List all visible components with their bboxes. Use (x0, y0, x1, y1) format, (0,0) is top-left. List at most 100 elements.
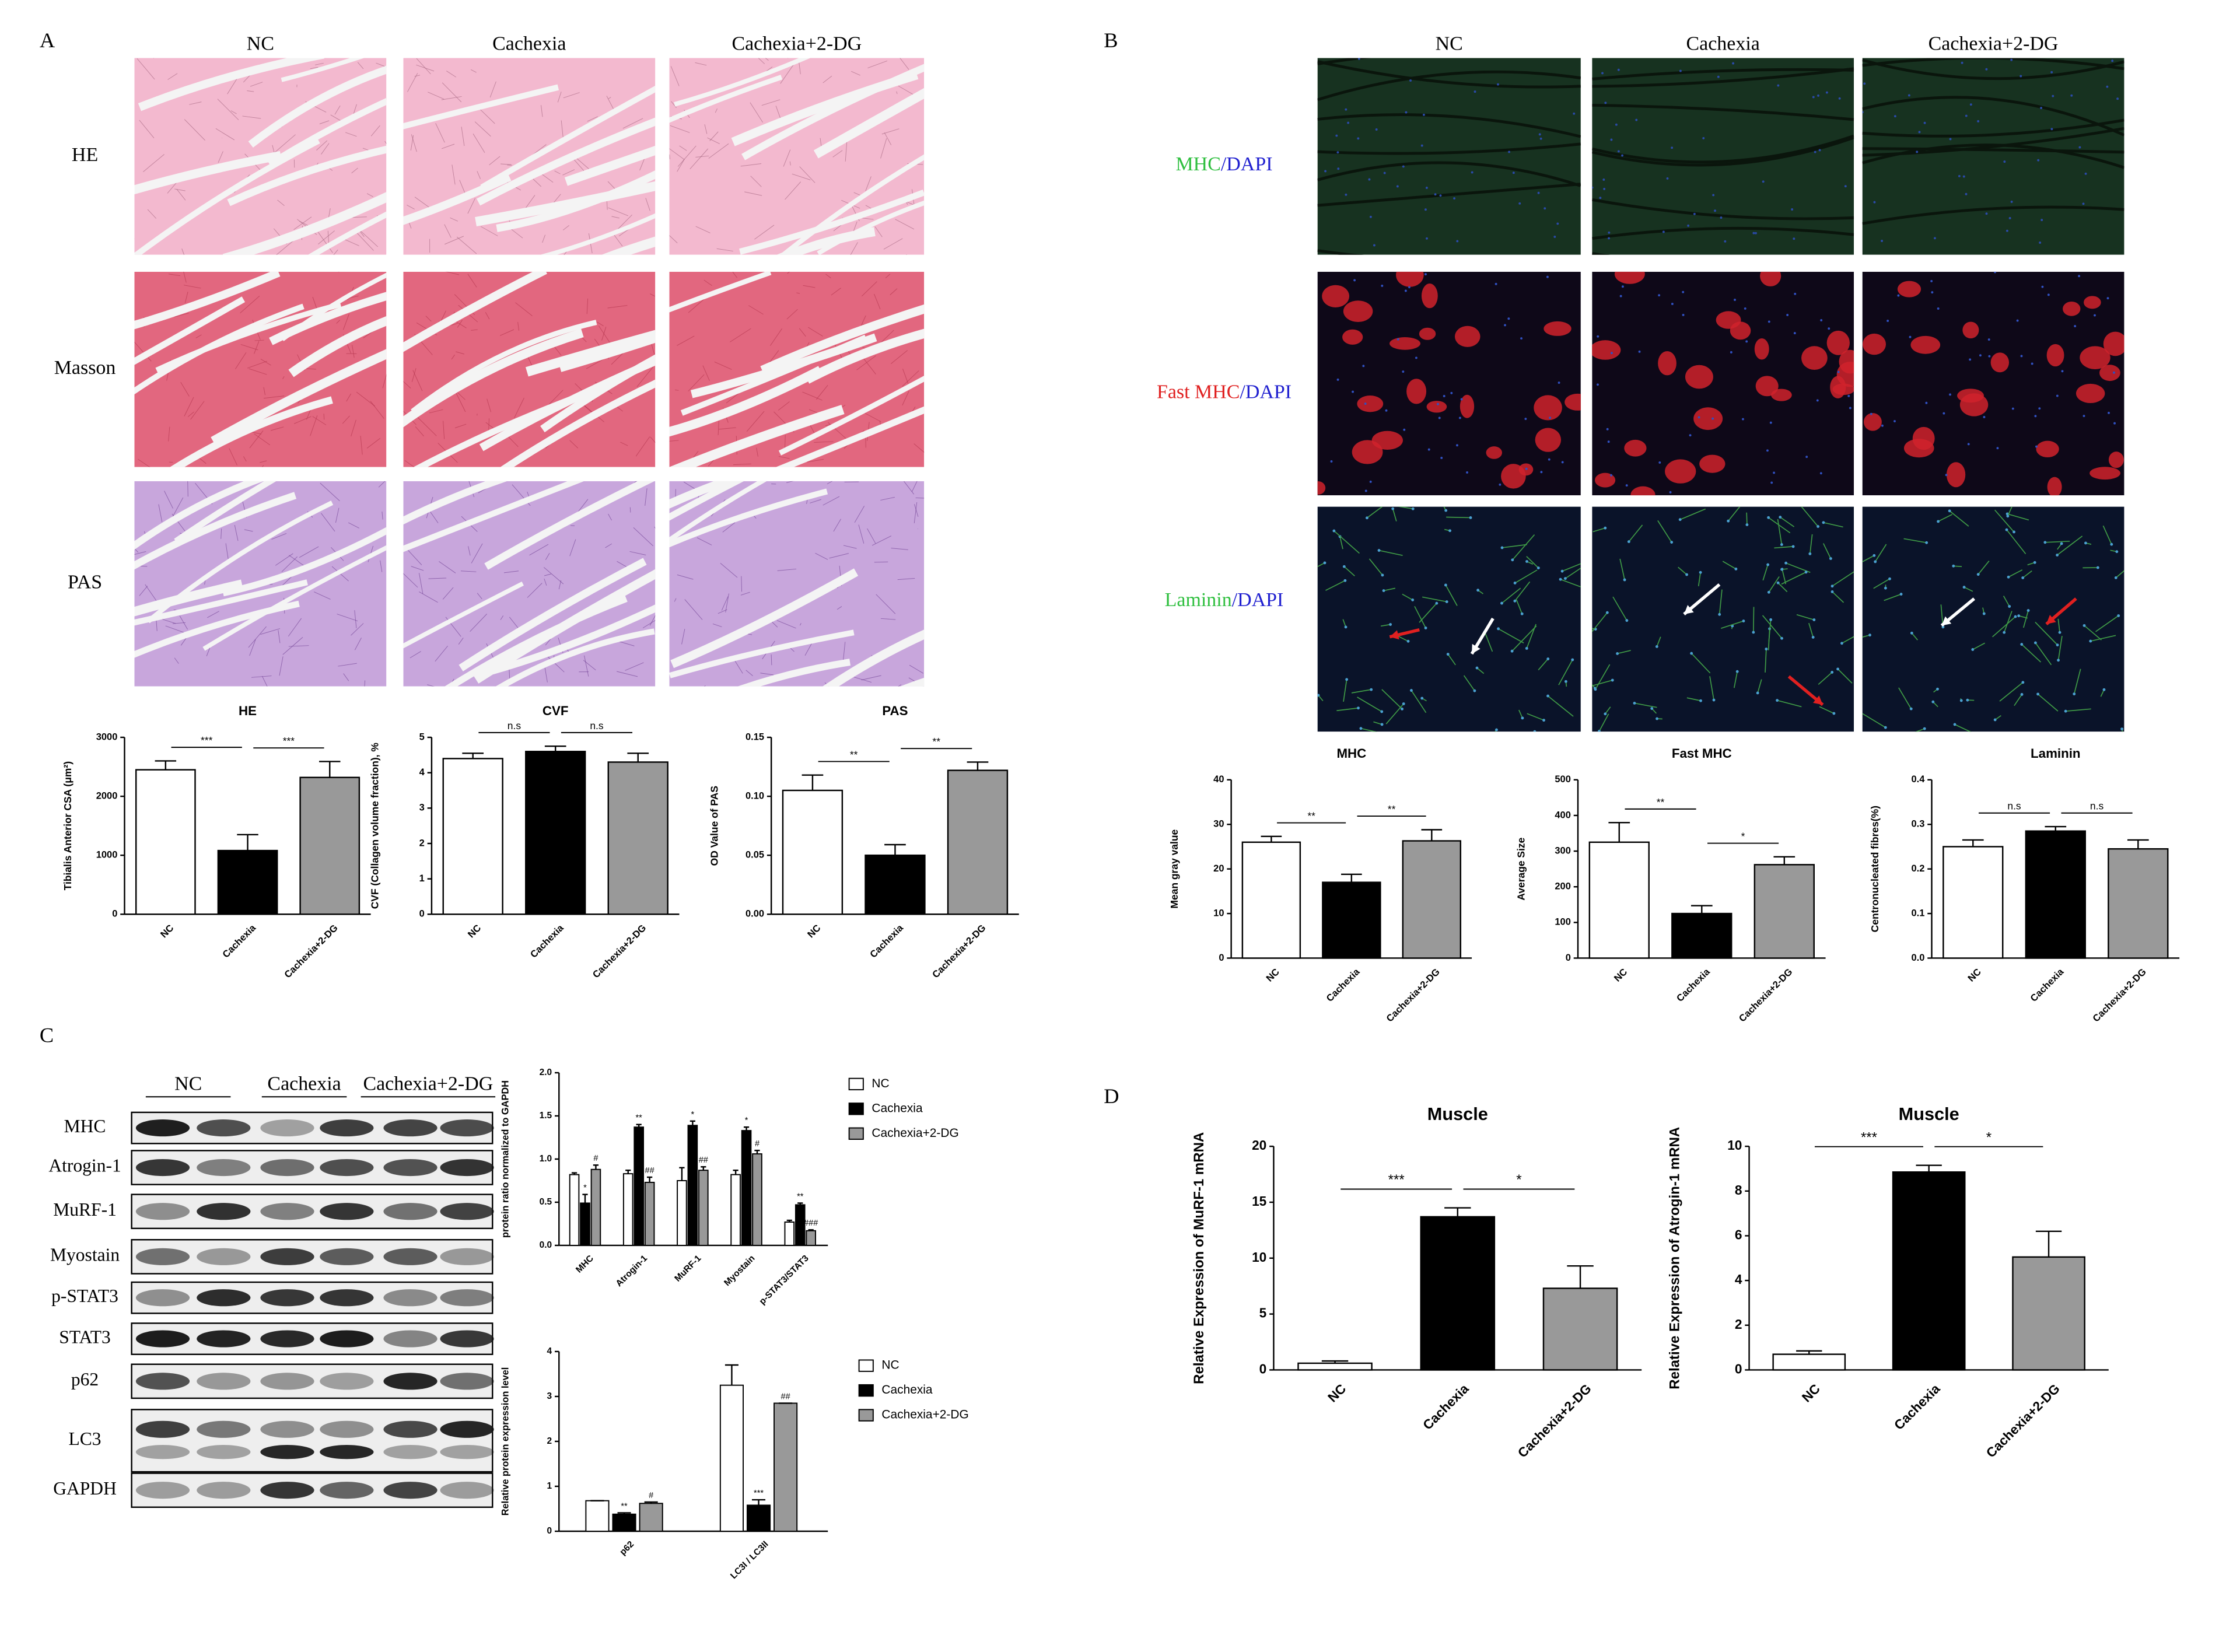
nucleus (2096, 566, 2099, 569)
fiber-border (642, 620, 656, 628)
nucleus (1818, 149, 1821, 152)
laminin (1339, 536, 1343, 550)
fiber-border (677, 145, 696, 167)
fiber-edge (1592, 252, 1610, 255)
fiber-border (799, 328, 806, 337)
fiber-border (317, 232, 333, 253)
fiber-border (867, 528, 876, 544)
bar (639, 1503, 663, 1532)
nucleus (2020, 643, 2024, 646)
nucleus (1608, 231, 1611, 234)
nucleus (1347, 121, 1350, 124)
fiber-border (911, 481, 918, 492)
fiber-border (250, 82, 263, 87)
fiber-border (696, 537, 712, 545)
laminin (1343, 679, 1348, 702)
laminin (1494, 729, 1497, 732)
chart-title: PAS (882, 704, 908, 718)
fiber-border (271, 533, 287, 540)
fiber-border (787, 271, 790, 274)
tissue-gap (134, 579, 308, 626)
y-tick-label: 40 (1213, 774, 1224, 785)
nucleus (1945, 474, 1948, 477)
nucleus (2021, 576, 2025, 579)
fiber-border (168, 274, 181, 276)
nucleus (1742, 418, 1744, 421)
fiber-border (799, 166, 816, 183)
laminin (1548, 695, 1574, 717)
laminin (1768, 576, 1780, 593)
y-tick-label: 0.10 (746, 790, 764, 801)
fiber-border (629, 551, 646, 556)
nucleus (1385, 409, 1388, 412)
fiber-border (411, 368, 416, 382)
fiber-border (885, 274, 891, 279)
y-axis-label: Relative Expression of MuRF-1 mRNA (1191, 1132, 1207, 1384)
blot-band (260, 1482, 314, 1499)
significance-label: ** (636, 1114, 643, 1123)
fiber-border (718, 609, 727, 614)
laminin (1325, 580, 1346, 591)
bar (612, 1513, 636, 1532)
fiber-border (771, 621, 778, 628)
bar (634, 1126, 644, 1246)
chart-title: CVF (542, 704, 569, 718)
fiber-border (674, 598, 677, 602)
fiber-border (891, 350, 908, 365)
laminin (1678, 566, 1688, 575)
nucleus (1540, 471, 1543, 474)
laminin (1777, 699, 1802, 708)
fast-fiber (1544, 321, 1572, 336)
nucleus (1497, 83, 1499, 86)
fiber-border (243, 456, 247, 462)
y-tick-label: 20 (1213, 863, 1224, 874)
chart-title: MHC (1336, 746, 1366, 761)
fiber-border (720, 562, 738, 578)
protein-label: Atrogin-1 (48, 1156, 121, 1176)
panel-letter: A (40, 29, 55, 52)
fiber-border (914, 504, 919, 517)
tissue-gap (146, 501, 334, 624)
fiber-border (459, 180, 466, 194)
fiber-border (294, 416, 312, 424)
fiber-border (172, 622, 186, 624)
fiber-border (164, 491, 173, 509)
micrograph (1592, 58, 1854, 255)
laminin (2090, 635, 2116, 642)
fiber-edge (1317, 113, 1581, 138)
blot-band (320, 1482, 374, 1499)
nucleus (1438, 416, 1441, 419)
fiber-border (370, 125, 380, 136)
arrow-head (1472, 643, 1480, 654)
blot-band (440, 1482, 494, 1499)
nucleus (1443, 395, 1446, 397)
nucleus (1791, 208, 1794, 211)
blot-band (440, 1289, 494, 1307)
nucleus (1943, 412, 1945, 415)
nucleus (1424, 208, 1427, 211)
fiber-border (282, 376, 285, 380)
fiber-border (670, 66, 680, 86)
fiber-border (364, 680, 366, 687)
tissue-gap (540, 213, 656, 255)
laminin (1502, 544, 1527, 548)
fiber-border (342, 415, 350, 424)
laminin (1777, 582, 1788, 593)
nucleus (2070, 94, 2073, 97)
laminin (1873, 578, 1890, 589)
nucleus (1364, 489, 1367, 492)
nucleus (1897, 294, 1900, 297)
fiber-border (435, 646, 448, 662)
nucleus (1958, 174, 1961, 177)
fiber-border (249, 639, 256, 656)
fiber-border (517, 321, 520, 331)
fiber-border (427, 684, 435, 687)
nucleus (2102, 688, 2106, 691)
blot-band (383, 1482, 438, 1499)
fiber-border (807, 459, 824, 463)
significance-label: ** (621, 1502, 628, 1511)
tissue-gap (500, 379, 656, 467)
x-tick-label: LC3I / LC3II (729, 1539, 771, 1581)
fiber-border (634, 481, 638, 483)
nucleus (1965, 192, 1968, 195)
